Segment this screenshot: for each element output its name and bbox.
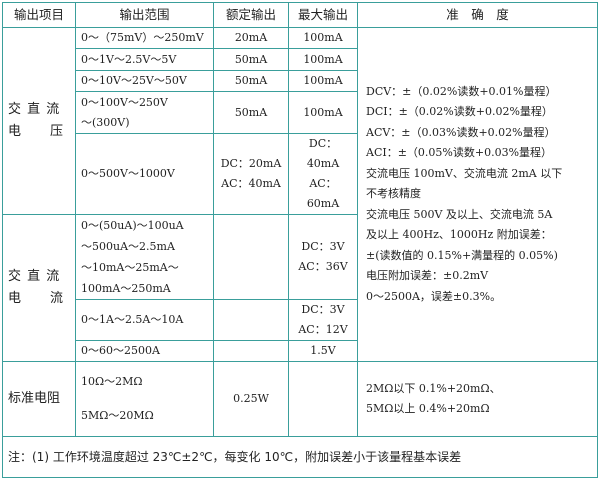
max-cell: DC：3V AC：12V: [288, 299, 358, 341]
accuracy-cell: DCV：±（0.02%读数+0.01%量程） DCI：±（0.02%读数+0.02…: [357, 27, 598, 362]
cell-line: 交流电压 100mV、交流电流 2mA 以下: [366, 166, 563, 180]
rated-cell: 50mA: [213, 48, 289, 71]
rated-cell: [213, 299, 289, 341]
max-cell: 100mA: [288, 91, 358, 134]
header-row: 输出项目 输出范围 额定输出 最大输出 准 确 度: [2, 2, 598, 28]
accuracy-cell: 2MΩ以下 0.1%+20mΩ、 5MΩ以上 0.4%+20mΩ: [357, 361, 598, 437]
max-cell: 100mA: [288, 27, 358, 49]
table-row: 0～60～2500A 1.5V: [3, 340, 598, 362]
note-row: 注：(1) 工作环境温度超过 23℃±2℃，每变化 10℃，附加误差小于该量程基…: [2, 436, 598, 478]
max-cell: DC：3V AC：36V: [288, 214, 358, 300]
header-cell: 输出项目: [2, 2, 76, 28]
cell-line: DC：3V: [301, 303, 345, 316]
header-cell: 准 确 度: [357, 2, 598, 28]
rated-cell: 0.25W: [213, 361, 289, 437]
rated-cell: DC：20mA AC：40mA: [213, 133, 289, 215]
header-cell: 最大输出: [288, 2, 358, 28]
category-voltage: 交 直 流电 压: [2, 27, 76, 215]
cell-line: 5MΩ～20MΩ: [81, 409, 154, 422]
cell-line: 电 流: [8, 291, 65, 306]
range-cell: 0～1A～2.5A～10A: [75, 299, 214, 341]
cell-line: 0～60～2500A: [81, 344, 160, 357]
max-cell: 100mA: [288, 48, 358, 71]
range-cell: 0～1V～2.5V～5V: [75, 48, 214, 71]
header-cell: 输出范围: [75, 2, 214, 28]
cell-line: 电压附加误差：±0.2mV: [366, 269, 489, 283]
cell-line: DCI：±（0.02%读数+0.02%量程）: [366, 105, 553, 119]
max-cell: DC：40mA AC：60mA: [288, 133, 358, 215]
cell-line: 交 直 流: [8, 269, 61, 284]
cell-line: AC：36V: [298, 260, 348, 273]
rated-cell: [213, 214, 289, 300]
cell-line: 0～500V～1000V: [81, 167, 175, 180]
cell-line: 50mA: [234, 74, 268, 87]
table-row: 交 直 流电 压 0～（75mV）～250mV 20mA 100mA DCV：±（0.0…: [2, 27, 598, 362]
cell-line: 50mA: [234, 52, 268, 66]
note-text: 注：(1) 工作环境温度超过 23℃±2℃，每变化 10℃，附加误差小于该量程基…: [2, 436, 598, 478]
max-cell: [288, 361, 358, 437]
range-cell: 0～10V～25V～50V: [75, 70, 214, 92]
cell-line: AC：12V: [298, 323, 348, 336]
header-cell: 额定输出: [213, 2, 289, 28]
cell-line: DC：20mA: [220, 157, 282, 170]
rated-cell: 50mA: [213, 91, 289, 134]
range-cell: 0～(50uA)～100uA ～500uA～2.5mA ～10mA～25mA～ 100…: [75, 214, 214, 300]
range-cell: 0～500V～1000V: [75, 133, 214, 215]
cell-line: 1.5V: [310, 344, 336, 357]
cell-line: 不考核精度: [366, 187, 421, 201]
table-row: 交 直 流电 流 0～(50uA)～100uA ～500uA～2.5mA ～10mA～…: [2, 214, 598, 362]
cell-line: 交流电压 500V 及以上、交流电流 5A: [366, 207, 553, 221]
cell-line: DC：40mA: [306, 137, 340, 170]
cell-line: ACV：±（0.03%读数+0.02%量程）: [366, 125, 556, 139]
cell-line: 100mA: [303, 105, 343, 119]
table-row: 0～500V～1000V DC：20mA AC：40mA DC：40mA AC：60mA: [3, 133, 598, 215]
range-cell: 0～100V～250V ～(300V): [75, 91, 214, 134]
cell-line: 电 压: [8, 124, 65, 139]
cell-line: 0～1A～2.5A～10A: [81, 313, 184, 326]
cell-line: 0～（75mV）～250mV: [81, 31, 204, 44]
cell-line: 5MΩ以上 0.4%+20mΩ: [366, 402, 490, 415]
range-cell: 0～60～2500A: [75, 340, 214, 362]
max-cell: 100mA: [288, 70, 358, 92]
range-cell: 0～（75mV）～250mV: [75, 27, 214, 49]
cell-line: ACI：±（0.05%读数+0.03%量程）: [366, 146, 553, 160]
cell-line: 0～10V～25V～50V: [81, 74, 187, 87]
cell-line: AC：40mA: [221, 177, 281, 190]
cell-line: ～10mA～25mA～: [81, 261, 179, 274]
cell-line: 100mA: [303, 31, 343, 44]
table-row: 0～10V～25V～50V 50mA 100mA: [3, 70, 598, 92]
cell-line: 50mA: [234, 105, 268, 119]
category-current: 交 直 流电 流: [2, 214, 76, 362]
table-row: 0～1A～2.5A～10A DC：3V AC：12V: [3, 299, 598, 341]
rated-cell: [213, 340, 289, 362]
cell-line: ～(300V): [81, 115, 130, 129]
cell-line: 100mA～250mA: [81, 282, 171, 295]
cell-line: 交 直 流: [8, 102, 61, 117]
cell-line: 100mA: [303, 74, 343, 87]
cell-line: AC：60mA: [306, 177, 340, 210]
cell-line: DC：3V: [301, 240, 345, 253]
cell-line: ～500uA～2.5mA: [81, 240, 175, 253]
cell-line: ±(读数值的 0.15%+满量程的 0.05%): [366, 248, 558, 262]
cell-line: DCV：±（0.02%读数+0.01%量程）: [366, 84, 557, 98]
cell-line: 2MΩ以下 0.1%+20mΩ、: [366, 381, 501, 395]
cell-line: 100mA: [303, 52, 343, 66]
rated-cell: 50mA: [213, 70, 289, 92]
cell-line: 0～1V～2.5V～5V: [81, 52, 177, 66]
cell-line: 10Ω～2MΩ: [81, 375, 143, 388]
range-cell: 10Ω～2MΩ 5MΩ～20MΩ: [75, 361, 214, 437]
cell-line: 及以上 400Hz、1000Hz 附加误差：: [366, 228, 552, 242]
max-cell: 1.5V: [288, 340, 358, 362]
cell-line: 0～(50uA)～100uA: [81, 219, 184, 232]
cell-line: 0～100V～250V: [81, 95, 168, 109]
category-resistor: 标准电阻: [2, 361, 76, 437]
cell-line: 20mA: [234, 31, 268, 44]
cell-line: 0～2500A，误差±0.3%。: [366, 289, 502, 303]
rated-cell: 20mA: [213, 27, 289, 49]
table-row-resistor: 标准电阻 10Ω～2MΩ 5MΩ～20MΩ 0.25W 2MΩ以下 0.1%+20mΩ、…: [2, 361, 598, 437]
